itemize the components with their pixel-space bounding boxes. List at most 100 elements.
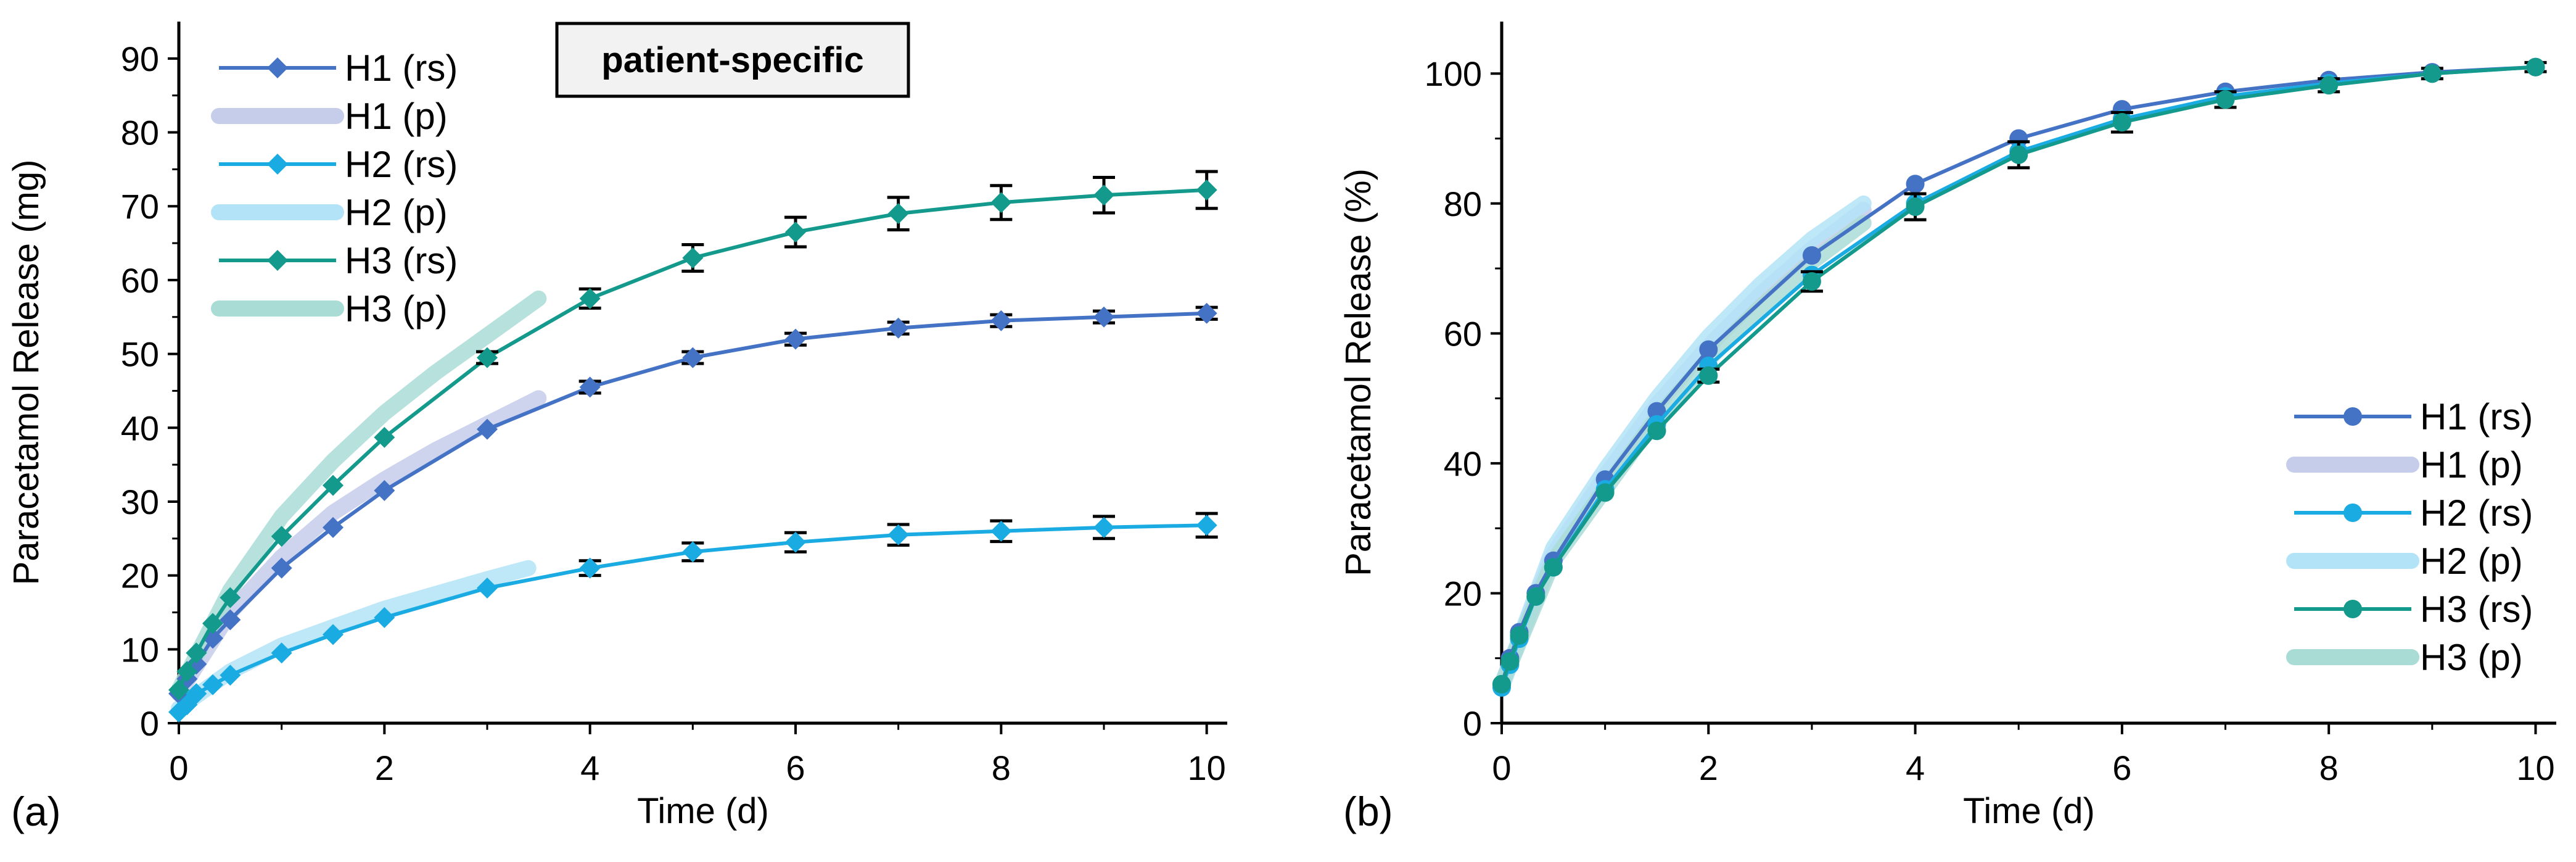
legend-marker [2344, 504, 2362, 522]
y-tick-label: 70 [121, 187, 159, 226]
data-point [2112, 113, 2131, 132]
x-tick-label: 8 [992, 748, 1011, 787]
data-point [176, 661, 198, 682]
panel-b-legend: H1 (rs) H1 (p) H2 (rs) H2 (p) H3 (rs) H3 (p) [2286, 396, 2533, 678]
data-point [887, 203, 909, 225]
data-point [374, 479, 395, 501]
data-point [477, 418, 498, 440]
legend-label: H3 (p) [345, 288, 448, 329]
legend-label: H1 (p) [2420, 444, 2523, 486]
y-tick-label: 40 [1444, 444, 1482, 483]
data-point [1093, 516, 1114, 538]
data-point [323, 624, 344, 645]
x-tick-label: 6 [786, 748, 805, 787]
y-axis-label: Paracetamol Release (%) [1338, 168, 1378, 576]
data-point [785, 531, 806, 553]
data-point [990, 520, 1012, 542]
data-point [579, 376, 601, 398]
panel-b-label: (b) [1343, 789, 1393, 834]
panel-b-measured-series [1492, 57, 2547, 697]
y-tick-label: 0 [1463, 704, 1482, 743]
data-point [220, 587, 241, 608]
legend-label: H1 (p) [345, 96, 448, 137]
panel-a-label: (a) [11, 789, 61, 834]
y-tick-label: 60 [121, 261, 159, 300]
panel-a-measured-series [168, 170, 1218, 723]
legend-marker [2344, 600, 2362, 618]
legend-marker [267, 250, 288, 271]
y-tick-label: 90 [121, 39, 159, 78]
series-h3-p-line [171, 290, 547, 698]
legend-label: H3 (p) [2420, 637, 2523, 678]
data-point [2319, 76, 2339, 95]
legend-marker [267, 154, 288, 175]
data-point [1492, 674, 1511, 694]
x-tick-label: 0 [169, 748, 188, 787]
y-tick-label: 0 [140, 704, 159, 743]
x-tick-label: 10 [2516, 748, 2554, 787]
x-tick-label: 4 [580, 748, 599, 787]
legend-label: H2 (rs) [345, 144, 458, 185]
data-point [990, 310, 1012, 331]
y-tick-label: 100 [1425, 54, 1482, 93]
x-tick-label: 2 [1699, 748, 1718, 787]
data-point [2009, 145, 2028, 164]
data-point [2526, 57, 2545, 77]
data-point [1196, 179, 1217, 201]
y-axis-label: Paracetamol Release (mg) [6, 160, 46, 586]
data-point [1196, 515, 1217, 536]
data-point [579, 557, 601, 579]
series-h2-p-line [171, 560, 537, 717]
data-point [1906, 175, 1925, 194]
series-h3-rs-line [1500, 65, 2536, 685]
data-point [887, 524, 909, 545]
data-point [785, 222, 806, 243]
data-point [168, 679, 189, 701]
x-tick-label: 0 [1492, 748, 1511, 787]
x-axis-label: Time (d) [1963, 791, 2095, 831]
series-h2-p-line [1494, 195, 1872, 696]
x-tick-label: 8 [2319, 748, 2339, 787]
data-point [202, 674, 223, 695]
y-tick-label: 20 [1444, 574, 1482, 613]
data-point [271, 526, 292, 547]
x-tick-label: 2 [375, 748, 394, 787]
y-tick-label: 80 [121, 114, 159, 152]
data-point [785, 328, 806, 350]
x-tick-label: 6 [2112, 748, 2131, 787]
data-point [323, 516, 344, 538]
x-tick-label: 10 [1188, 748, 1226, 787]
data-point [220, 665, 241, 686]
legend-label: H1 (rs) [345, 48, 458, 89]
data-point [220, 609, 241, 631]
data-point [1906, 197, 1925, 217]
panel-a-axes: 0 10 20 30 40 50 60 70 80 90 0 2 4 6 8 10 Time (d) Parace… [6, 22, 1227, 831]
data-point [1510, 626, 1529, 645]
data-point [682, 541, 704, 563]
data-point [186, 642, 207, 664]
data-point [1647, 421, 1666, 441]
data-point [1699, 366, 1718, 385]
legend-label: H3 (rs) [345, 240, 458, 281]
annotation-box [555, 22, 910, 98]
y-tick-label: 20 [121, 557, 159, 595]
legend-marker [267, 57, 288, 78]
data-point [1196, 302, 1217, 324]
data-point [323, 475, 344, 496]
data-point [1802, 246, 1821, 265]
annotation-text: patient-specific [601, 40, 863, 80]
data-point [990, 192, 1012, 213]
panel-a-legend: H1 (rs) H1 (p) H2 (rs) H2 (p) H3 (rs) H3 (p) [211, 48, 458, 329]
series-h3-rs-line [177, 188, 1207, 691]
data-point [682, 247, 704, 268]
data-point [579, 288, 601, 309]
data-point [271, 642, 292, 664]
y-tick-label: 80 [1444, 184, 1482, 223]
data-point [682, 347, 704, 368]
data-point [1544, 558, 1563, 577]
data-point [477, 577, 498, 599]
data-point [374, 607, 395, 628]
panel-b-axes: 0 20 40 60 80 100 0 2 4 6 8 10 Time (d) Paracetamol R… [1338, 22, 2556, 831]
data-point [477, 347, 498, 368]
